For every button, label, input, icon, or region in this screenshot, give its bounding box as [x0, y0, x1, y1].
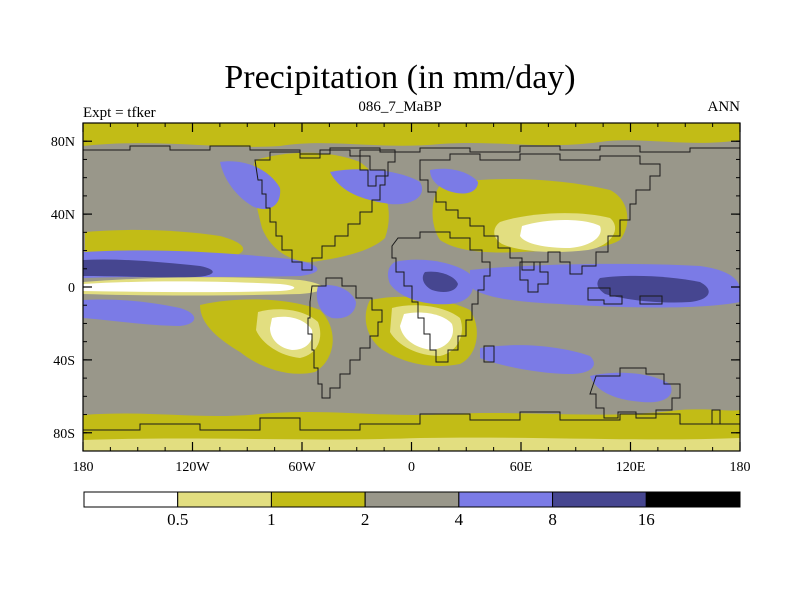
y-tick-label: 80S [53, 427, 75, 442]
fill-4-8-south-pacific-band [83, 299, 195, 326]
fill-4-8-north-pacific-storm [220, 161, 281, 210]
experiment-label: Expt = tfker [83, 105, 156, 121]
coastline-greenland [359, 149, 396, 187]
season-label: ANN [707, 99, 741, 115]
colorbar-swatch [83, 491, 179, 508]
colorbar-label: 4 [455, 510, 464, 529]
coastline-south-america [307, 277, 383, 399]
x-tick-label: 180 [73, 460, 94, 475]
x-tick-label: 120W [175, 460, 210, 475]
period-label: 086_7_MaBP [358, 99, 442, 115]
colorbar-swatch [270, 491, 366, 508]
fill-4-8-southern-indian [480, 345, 594, 374]
coastline-indonesia [587, 287, 623, 305]
fill-1-2-north-america [253, 152, 389, 262]
colorbar-label: 1 [267, 510, 276, 529]
fill-lt-0.5-equatorial [83, 281, 295, 293]
colorbar-swatch [458, 491, 554, 508]
fill-8-16-warmpool [597, 275, 709, 303]
colorbar-label: 0.5 [167, 510, 188, 529]
colorbar-label: 8 [548, 510, 557, 529]
colorbar-swatch [364, 491, 460, 508]
coastline-antarctica [83, 411, 740, 431]
coastline-madagascar [483, 345, 495, 363]
fill-lt-0.5-south-pacific [270, 316, 313, 350]
coastline-australia [589, 367, 681, 419]
coastlines [83, 145, 740, 431]
chart-title: Precipitation (in mm/day) [224, 59, 576, 96]
fill-1-2-arctic [83, 123, 740, 147]
colorbar-label: 2 [361, 510, 370, 529]
x-tick-label: 120E [616, 460, 646, 475]
colorbar-label: 16 [638, 510, 655, 529]
map-frame [82, 122, 741, 452]
colorbar: 0.5 1 2 4 8 16 [83, 491, 741, 529]
fill-lt-0.5-asia [520, 220, 601, 248]
x-tick-label: 60E [510, 460, 533, 475]
fill-lt-0.5-south-atlantic [400, 312, 454, 350]
y-tick-label: 40S [53, 354, 75, 369]
coastline-africa [391, 231, 491, 363]
axis-ticks [82, 122, 741, 452]
coastline-arctic [83, 145, 740, 155]
fill-4-8-south-america [316, 284, 356, 319]
colorbar-swatch [645, 491, 741, 508]
coastline-north-america [254, 149, 386, 271]
fill-4-8-australia-east [590, 372, 672, 403]
x-tick-label: 180 [730, 460, 751, 475]
fill-4-8-north-europe [430, 168, 478, 194]
fill-8-16-africa [422, 271, 458, 292]
x-tick-label: 60W [288, 460, 316, 475]
y-tick-label: 0 [68, 281, 75, 296]
fill-8-16-itcz-east [83, 259, 213, 278]
colorbar-swatch [177, 491, 272, 508]
coastline-india [519, 261, 549, 293]
y-tick-label: 40N [51, 208, 75, 223]
colorbar-swatch [552, 491, 647, 508]
fill-4-8-north-atlantic [330, 169, 423, 205]
axis-labels: 80N 40N 0 40S 80S 180 120W 60W 0 60E 120E 180 [51, 135, 751, 475]
x-tick-label: 0 [408, 460, 415, 475]
coastline-new-guinea [639, 295, 663, 305]
coastline-eurasia [419, 153, 661, 275]
y-tick-label: 80N [51, 135, 75, 150]
